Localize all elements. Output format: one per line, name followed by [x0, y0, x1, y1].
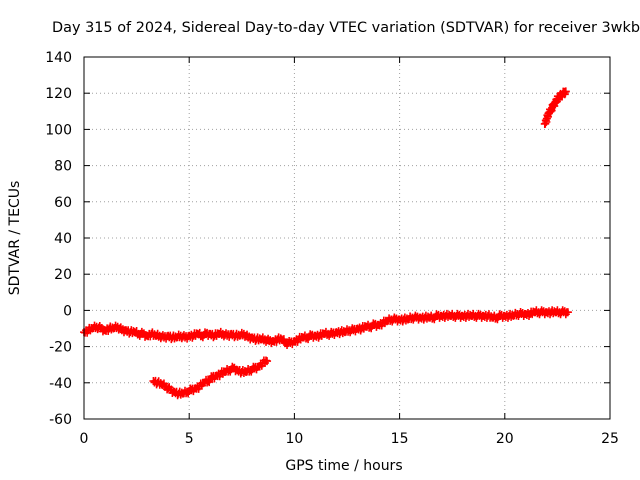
tick-labels: 0 5 10 15 20 25 -60 -40 -20 0 20 40 60 80 100 120 140	[45, 50, 619, 447]
series-low-arc	[149, 356, 272, 400]
plot-frame	[83, 56, 611, 420]
grid	[84, 57, 610, 419]
y-tick-label: 120	[45, 86, 72, 102]
y-tick-label: -20	[49, 340, 72, 356]
x-tick-label: 15	[391, 431, 409, 447]
x-tick-label: 20	[496, 431, 514, 447]
x-tick-label: 10	[285, 431, 303, 447]
data-layer	[80, 87, 572, 400]
y-tick-label: 80	[54, 159, 72, 175]
y-tick-label: 60	[54, 195, 72, 211]
y-tick-label: -40	[49, 376, 72, 392]
x-tick-label: 0	[80, 431, 89, 447]
y-tick-label: 0	[63, 303, 72, 319]
ticks	[83, 56, 611, 420]
y-tick-label: 100	[45, 122, 72, 138]
series-main-band	[80, 306, 572, 349]
data-point	[561, 87, 570, 96]
data-point	[263, 357, 272, 366]
x-axis-label: GPS time / hours	[285, 458, 402, 474]
x-tick-label: 5	[185, 431, 194, 447]
y-tick-label: 40	[54, 231, 72, 247]
y-tick-label: 140	[45, 50, 72, 66]
x-tick-label: 25	[601, 431, 619, 447]
chart-title: Day 315 of 2024, Sidereal Day-to-day VTE…	[52, 20, 640, 36]
series-high-arc	[540, 87, 570, 128]
y-tick-label: 20	[54, 267, 72, 283]
y-axis-label: SDTVAR / TECUs	[7, 181, 23, 296]
data-point	[563, 308, 572, 317]
y-tick-label: -60	[49, 412, 72, 428]
